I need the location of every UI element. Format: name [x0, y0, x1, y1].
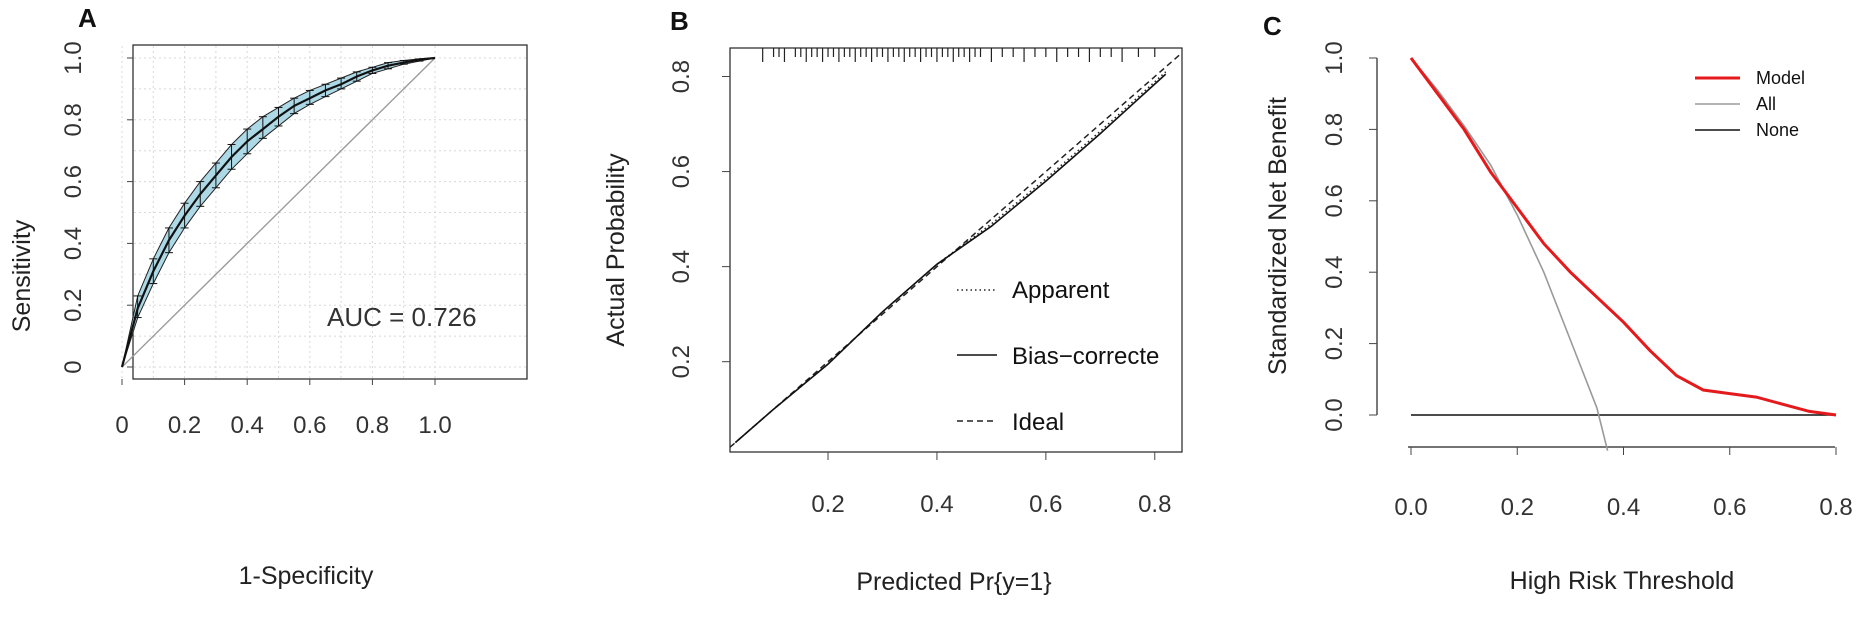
- dca-axis-ticks: 0.0 0.2 0.4 0.6 0.8 0.0 0.2 0.4 0.6 0.8 1.0: [1321, 41, 1853, 521]
- roc-grid: [121, 46, 526, 378]
- dca-x-tick-label: 0.4: [1607, 494, 1640, 521]
- dca-y-tick-label: 0.0: [1321, 398, 1348, 431]
- calibration-y-tick-label: 0.4: [668, 250, 695, 283]
- dca-x-tick-label: 0.0: [1394, 494, 1427, 521]
- dca-all-line: [1410, 57, 1609, 451]
- roc-x-tick-label: 0.8: [356, 412, 389, 439]
- dca-y-tick-label: 0.4: [1321, 256, 1348, 289]
- roc-y-tick-label: 0.2: [60, 289, 87, 322]
- roc-x-tick-label: 0.4: [231, 412, 264, 439]
- roc-y-tick-label: 0: [60, 360, 87, 373]
- roc-reference-line: [121, 57, 436, 368]
- legend-all-label: All: [1756, 94, 1776, 114]
- panel-c: 0.0 0.2 0.4 0.6 0.8 0.0 0.2 0.4 0.6 0.8 1.0 Model …: [1264, 41, 1853, 595]
- auc-annotation: AUC = 0.726: [327, 302, 477, 332]
- calibration-apparent-line: [734, 71, 1167, 444]
- panel-b: 0.2 0.4 0.6 0.8 0.2 0.4 0.6 0.8 Apparent Bias−c…: [602, 47, 1183, 596]
- dca-y-tick-label: 1.0: [1321, 41, 1348, 74]
- dca-x-tick-label: 0.6: [1713, 494, 1746, 521]
- calibration-plot-box: [729, 47, 1183, 453]
- panel-label-b: B: [670, 6, 689, 36]
- roc-x-tick-label: 1.0: [418, 412, 451, 439]
- roc-error-bars: [133, 58, 424, 319]
- dca-y-tick-label: 0.2: [1321, 327, 1348, 360]
- roc-y-tick-label: 0.8: [60, 103, 87, 136]
- calibration-axis-ticks: 0.2 0.4 0.6 0.8 0.2 0.4 0.6 0.8: [668, 60, 1171, 518]
- calibration-y-tick-label: 0.8: [668, 60, 695, 93]
- calibration-x-tick-label: 0.2: [811, 491, 844, 518]
- panel-label-a: A: [78, 3, 97, 33]
- dca-y-tick-label: 0.6: [1321, 184, 1348, 217]
- roc-axis-ticks: 0 0.2 0.4 0.6 0.8 1.0 0 0.2 0.4 0.6 0.8 1.0: [60, 41, 452, 439]
- roc-x-tick-label: 0.2: [168, 412, 201, 439]
- legend-ideal-label: Ideal: [1012, 409, 1064, 436]
- legend-none-label: None: [1756, 120, 1799, 140]
- roc-y-axis-label: Sensitivity: [8, 219, 36, 332]
- legend-apparent-label: Apparent: [1012, 277, 1110, 304]
- calibration-x-tick-label: 0.6: [1029, 491, 1062, 518]
- legend-bias-corrected-label: Bias−correcte: [1012, 343, 1159, 370]
- calibration-legend: Apparent Bias−correcte Ideal: [957, 277, 1159, 436]
- calibration-x-tick-label: 0.8: [1138, 491, 1171, 518]
- dca-x-tick-label: 0.2: [1501, 494, 1534, 521]
- dca-x-axis-label: High Risk Threshold: [1510, 567, 1735, 595]
- calibration-y-tick-label: 0.2: [668, 345, 695, 378]
- panel-a: 0 0.2 0.4 0.6 0.8 1.0 0 0.2 0.4 0.6 0.8 1.0 AUC = 0…: [8, 41, 528, 590]
- calibration-rug: [762, 48, 1156, 62]
- dca-model-line: [1409, 57, 1837, 417]
- calibration-bias-corrected-line: [734, 73, 1167, 444]
- panel-label-c: C: [1263, 11, 1282, 41]
- roc-x-tick-label: 0: [115, 412, 128, 439]
- roc-x-axis-label: 1-Specificity: [239, 562, 374, 590]
- dca-legend: Model All None: [1695, 68, 1805, 140]
- dca-x-tick-label: 0.8: [1819, 494, 1852, 521]
- legend-model-label: Model: [1756, 68, 1805, 88]
- dca-y-axis-label: Standardized Net Benefit: [1264, 97, 1292, 375]
- dca-y-tick-label: 0.8: [1321, 113, 1348, 146]
- roc-x-tick-label: 0.6: [293, 412, 326, 439]
- roc-y-tick-label: 1.0: [60, 41, 87, 74]
- roc-plot-box: [132, 44, 528, 380]
- calibration-x-tick-label: 0.4: [920, 491, 953, 518]
- calibration-y-tick-label: 0.6: [668, 155, 695, 188]
- calibration-y-axis-label: Actual Probability: [602, 153, 630, 347]
- roc-y-tick-label: 0.4: [60, 227, 87, 260]
- calibration-x-axis-label: Predicted Pr{y=1}: [856, 568, 1051, 596]
- roc-y-tick-label: 0.6: [60, 165, 87, 198]
